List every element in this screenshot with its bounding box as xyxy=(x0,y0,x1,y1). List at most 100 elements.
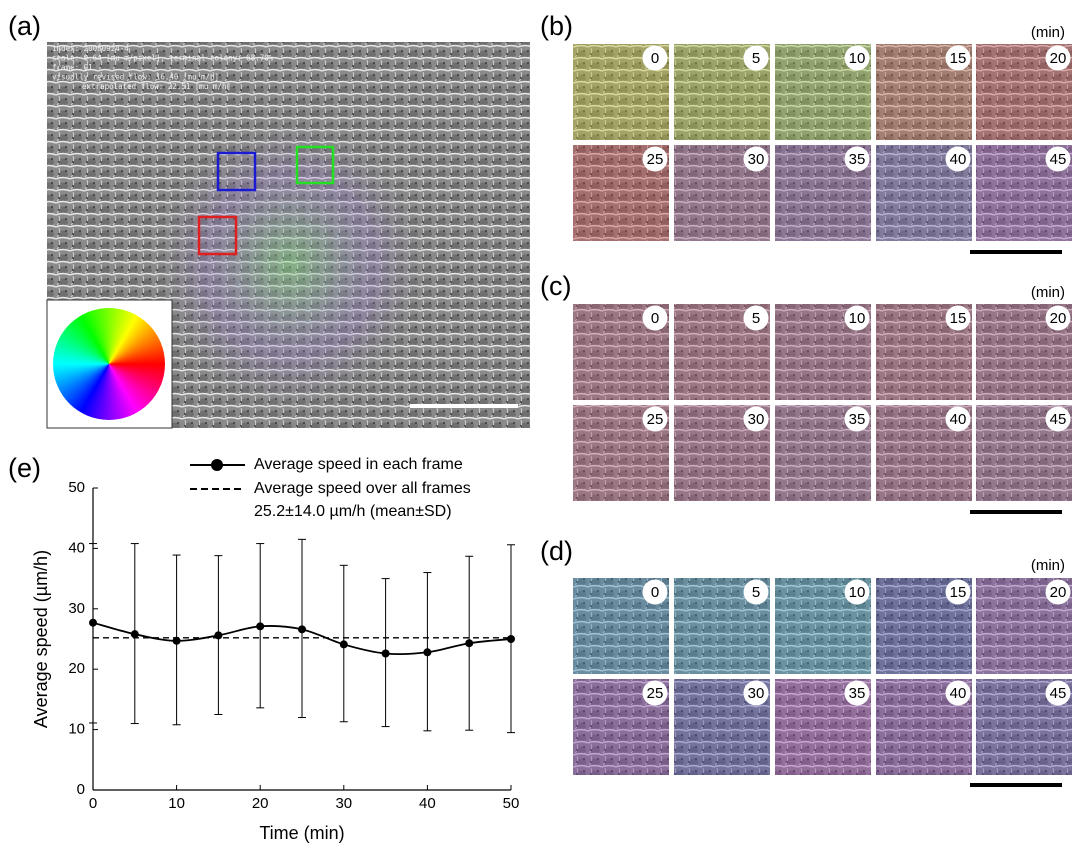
time-badge xyxy=(844,579,870,605)
time-label: 35 xyxy=(849,411,866,428)
time-label: 35 xyxy=(849,151,866,168)
time-badge xyxy=(1045,680,1071,706)
time-badge xyxy=(844,406,870,432)
time-badge xyxy=(743,579,769,605)
time-label: 0 xyxy=(651,584,659,601)
data-point xyxy=(507,635,515,643)
y-tick-label: 40 xyxy=(68,539,85,556)
y-tick-label: 50 xyxy=(68,479,85,496)
time-label: 25 xyxy=(647,411,664,428)
x-axis-label: Time (min) xyxy=(259,823,344,843)
data-point xyxy=(89,618,97,627)
time-label: 20 xyxy=(1050,50,1067,67)
time-label: 40 xyxy=(950,685,967,702)
time-label: 20 xyxy=(1050,584,1067,601)
time-label: 25 xyxy=(647,151,664,168)
time-badge xyxy=(844,45,870,71)
panel-label: (d) xyxy=(540,536,573,566)
overlay-text: extrapolated flow: 22.51 [mu m/h] xyxy=(82,82,231,91)
data-point xyxy=(172,636,181,645)
overlay-text: index: 20080924-4 xyxy=(52,44,129,53)
scale-bar xyxy=(410,404,518,408)
overlay-text: scale: 0.64 [mu m/pixel], terminal colon… xyxy=(52,54,274,63)
time-label: 45 xyxy=(1050,411,1067,428)
time-label: 15 xyxy=(950,584,967,601)
time-badge xyxy=(945,680,971,706)
legend-note: 25.2±14.0 µm/h (mean±SD) xyxy=(254,503,452,520)
overlay-text: visually revised flow: 16.40 [mu m/h] xyxy=(52,73,219,82)
time-badge xyxy=(945,305,971,331)
time-label: 45 xyxy=(1050,685,1067,702)
color-wheel xyxy=(53,308,165,420)
time-label: 15 xyxy=(950,50,967,67)
time-label: 5 xyxy=(752,50,760,67)
time-label: 0 xyxy=(651,50,659,67)
time-label: 30 xyxy=(748,685,765,702)
time-label: 30 xyxy=(748,411,765,428)
time-badge xyxy=(642,579,668,605)
color-wheel-disc xyxy=(53,308,165,420)
time-label: 10 xyxy=(849,310,866,327)
colony-overlay xyxy=(150,115,430,415)
time-badge xyxy=(1045,146,1071,172)
time-badge xyxy=(642,45,668,71)
time-badge xyxy=(642,305,668,331)
time-badge xyxy=(945,45,971,71)
x-tick-label: 40 xyxy=(419,795,436,812)
data-point xyxy=(423,648,432,657)
time-label: 40 xyxy=(950,151,967,168)
x-tick-label: 10 xyxy=(168,795,185,812)
panel-label: (a) xyxy=(8,11,41,41)
legend-marker xyxy=(211,459,223,471)
time-badge xyxy=(1045,406,1071,432)
y-tick-label: 30 xyxy=(68,600,85,617)
time-label: 35 xyxy=(849,685,866,702)
time-badge xyxy=(945,406,971,432)
data-point xyxy=(256,622,265,631)
time-label: 30 xyxy=(748,151,765,168)
data-point xyxy=(298,625,306,634)
x-tick-label: 30 xyxy=(335,795,352,812)
scale-bar xyxy=(970,250,1062,254)
time-badge xyxy=(743,680,769,706)
time-badge xyxy=(642,406,668,432)
roi-green xyxy=(295,145,335,185)
data-point xyxy=(381,649,390,658)
time-badge xyxy=(1045,45,1071,71)
time-badge xyxy=(844,680,870,706)
panel-label: (c) xyxy=(540,271,571,301)
time-label: 15 xyxy=(950,310,967,327)
time-unit: (min) xyxy=(1031,284,1065,301)
data-point xyxy=(465,639,474,648)
time-label: 40 xyxy=(950,411,967,428)
time-badge xyxy=(844,146,870,172)
data-point xyxy=(130,630,139,639)
x-tick-label: 0 xyxy=(89,795,97,812)
time-badge xyxy=(945,146,971,172)
panel-label: (e) xyxy=(8,453,41,483)
scale-bar xyxy=(970,783,1062,787)
time-badge xyxy=(743,305,769,331)
scale-bar xyxy=(970,510,1062,514)
legend-label: Average speed over all frames xyxy=(254,480,471,497)
y-tick-label: 0 xyxy=(77,781,85,798)
time-label: 20 xyxy=(1050,310,1067,327)
time-label: 0 xyxy=(651,310,659,327)
panel-label: (b) xyxy=(540,11,573,41)
overlay-text: frame: 01 xyxy=(52,63,93,72)
data-point xyxy=(339,640,348,649)
time-label: 25 xyxy=(647,685,664,702)
x-tick-label: 20 xyxy=(252,795,269,812)
time-label: 45 xyxy=(1050,151,1067,168)
legend-label: Average speed in each frame xyxy=(254,456,463,473)
y-tick-label: 10 xyxy=(68,721,85,738)
time-unit: (min) xyxy=(1031,24,1065,41)
time-badge xyxy=(642,146,668,172)
time-unit: (min) xyxy=(1031,557,1065,574)
roi-blue xyxy=(216,151,257,192)
time-badge xyxy=(743,45,769,71)
time-label: 5 xyxy=(752,310,760,327)
data-point xyxy=(214,631,223,640)
